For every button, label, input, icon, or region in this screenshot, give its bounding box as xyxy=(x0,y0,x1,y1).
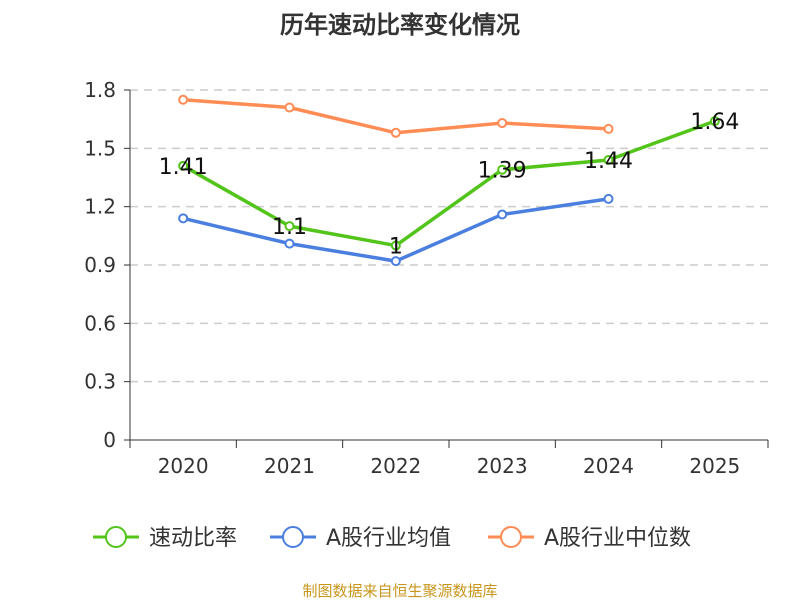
data-point xyxy=(603,155,614,165)
data-point xyxy=(390,127,401,138)
data-point xyxy=(497,164,508,175)
data-point xyxy=(178,94,189,105)
x-tick-label: 2025 xyxy=(689,454,740,478)
y-tick-label: 1.5 xyxy=(84,136,116,160)
chart-title: 历年速动比率变化情况 xyxy=(280,11,520,39)
data-point xyxy=(497,118,508,129)
data-point xyxy=(178,160,189,171)
legend-label: A股行业均值 xyxy=(326,526,451,551)
y-tick-label: 1.8 xyxy=(84,78,116,102)
data-point xyxy=(603,193,614,204)
data-label: 1.1 xyxy=(272,215,307,240)
legend-marker xyxy=(105,526,127,548)
legend-label: A股行业中位数 xyxy=(544,526,691,551)
data-point xyxy=(284,102,295,113)
x-tick-label: 2021 xyxy=(264,454,315,478)
data-point xyxy=(284,238,295,249)
y-tick-label: 1.2 xyxy=(84,195,116,219)
y-tick-label: 0.6 xyxy=(84,311,116,335)
data-point xyxy=(390,240,401,251)
data-label: 1.64 xyxy=(690,110,739,135)
legend-label: 速动比率 xyxy=(149,526,237,551)
data-point xyxy=(284,221,295,232)
y-tick-label: 0.3 xyxy=(84,370,116,394)
x-tick-label: 2024 xyxy=(583,454,634,478)
data-label: 1.41 xyxy=(159,155,208,180)
data-point xyxy=(178,213,189,224)
data-point xyxy=(709,116,720,127)
x-tick-label: 2023 xyxy=(477,454,528,478)
legend-marker xyxy=(282,526,304,548)
data-label: 1 xyxy=(389,235,403,260)
legend-marker xyxy=(500,526,522,548)
data-point xyxy=(390,256,401,267)
y-tick-label: 0 xyxy=(103,428,116,452)
data-label: 1.44 xyxy=(584,149,633,174)
x-tick-label: 2020 xyxy=(158,454,209,478)
y-tick-label: 0.9 xyxy=(84,253,116,277)
data-point xyxy=(603,123,614,134)
x-tick-label: 2022 xyxy=(370,454,421,478)
series-line xyxy=(182,119,716,248)
data-point xyxy=(497,209,508,220)
source-note: 制图数据来自恒生聚源数据库 xyxy=(302,582,497,600)
data-label: 1.39 xyxy=(478,159,527,184)
